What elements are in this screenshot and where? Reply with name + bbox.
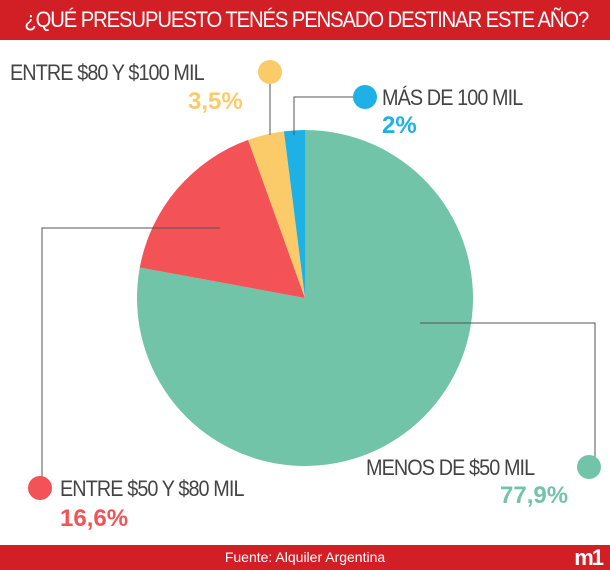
legend-dot-yellow [258, 60, 282, 84]
pie-slice-1 [139, 139, 305, 298]
header-bar: ¿QUÉ PRESUPUESTO TENÉS PENSADO DESTINAR … [0, 0, 610, 40]
pct-mas-100: 2% [382, 112, 417, 139]
legend-dot-red [28, 476, 52, 500]
label-menos-50: MENOS DE $50 MIL [366, 455, 535, 480]
label-50-80: ENTRE $50 Y $80 MIL [60, 476, 244, 501]
label-80-100: ENTRE $80 Y $100 MIL [10, 60, 205, 85]
pct-80-100: 3,5% [188, 88, 243, 115]
leader-line-red [41, 227, 220, 480]
pct-50-80: 16,6% [60, 505, 129, 532]
source-text: Fuente: Alquiler Argentina [224, 549, 386, 565]
pct-menos-50: 77,9% [500, 482, 569, 509]
leader-line-green [420, 322, 596, 460]
legend-dot-blue [353, 85, 377, 109]
chart-title: ¿QUÉ PRESUPUESTO TENÉS PENSADO DESTINAR … [24, 7, 589, 32]
pie-slice-3 [283, 130, 305, 298]
brand-logo: m1 [574, 545, 604, 570]
pie-slice-2 [248, 131, 305, 298]
leader-lines [41, 78, 596, 480]
label-mas-100: MÁS DE 100 MIL [382, 85, 523, 110]
footer-bar: Fuente: Alquiler Argentina m1 [0, 545, 610, 570]
leader-line-blue [293, 96, 358, 135]
legend-dot-green [577, 455, 601, 479]
